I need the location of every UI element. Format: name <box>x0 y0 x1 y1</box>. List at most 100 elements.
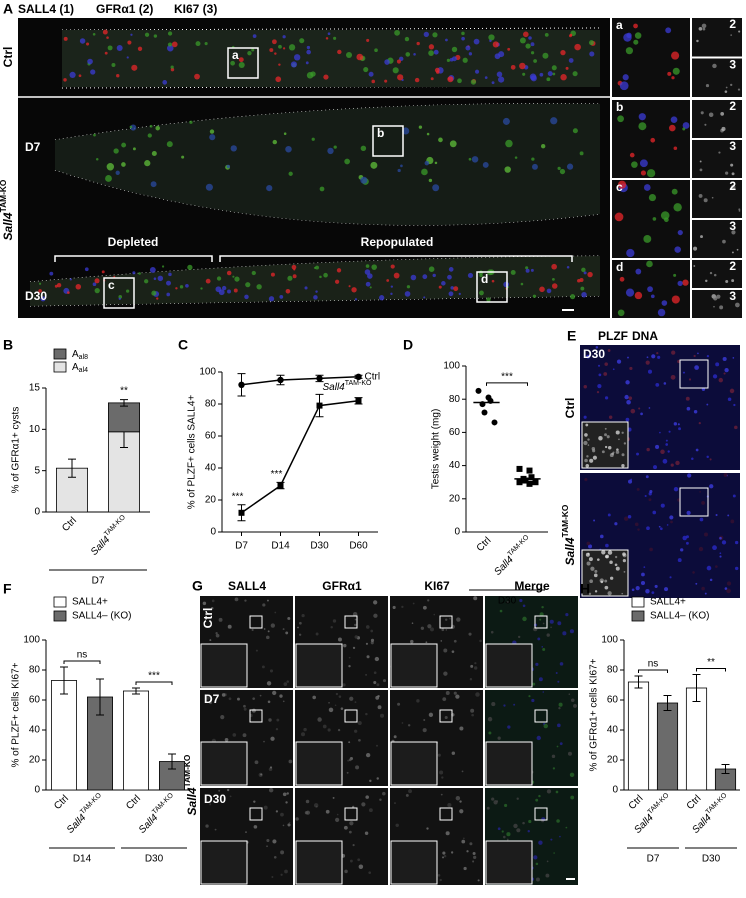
cell-dot <box>445 831 450 836</box>
inset-box <box>534 807 548 821</box>
cell-dot <box>445 38 448 42</box>
legend-label: Aal4 <box>72 362 88 375</box>
cell-dot <box>527 830 530 833</box>
cell-dot <box>673 422 678 426</box>
cell-dot <box>414 77 420 83</box>
cell-dot <box>640 170 647 176</box>
cell-dot <box>343 643 347 648</box>
cell-dot <box>354 701 357 704</box>
cell-dot <box>528 819 532 824</box>
cell-dot <box>706 354 710 358</box>
cell-dot <box>660 211 670 220</box>
cell-dot <box>593 519 596 522</box>
legend-swatch <box>53 596 67 608</box>
cell-dot <box>646 260 653 268</box>
cell-dot <box>473 666 478 670</box>
cell-dot <box>370 629 374 633</box>
cell-dot <box>643 184 651 191</box>
cell-dot <box>297 626 299 629</box>
cell-dot <box>709 271 713 275</box>
cell-dot <box>737 88 741 91</box>
cell-dot <box>269 48 274 53</box>
cell-dot <box>719 305 724 310</box>
cell-dot <box>519 37 526 44</box>
cell-dot <box>266 185 273 192</box>
cell-dot <box>325 37 329 40</box>
cell-dot <box>194 73 200 80</box>
cell-dot <box>530 268 534 272</box>
inset-image <box>485 840 533 885</box>
cell-dot <box>539 72 544 77</box>
cell-dot <box>719 552 722 555</box>
cell-dot <box>496 71 503 78</box>
cell-dot <box>299 621 302 625</box>
cell-dot <box>700 235 703 239</box>
cell-dot <box>305 810 311 815</box>
cell-dot <box>635 586 640 591</box>
cell-dot <box>669 515 674 520</box>
cell-dot <box>211 599 215 603</box>
cell-dot <box>432 184 440 192</box>
cell-dot <box>488 34 495 41</box>
data-point <box>516 479 523 486</box>
legend-label: Aal8 <box>72 349 88 362</box>
cell-dot <box>420 626 425 630</box>
cell-dot <box>265 635 270 640</box>
cell-dot <box>348 664 351 668</box>
inset-image <box>200 741 248 786</box>
cell-dot <box>221 693 226 697</box>
cell-dot <box>448 291 454 297</box>
cell-dot <box>491 702 496 707</box>
cell-dot <box>516 828 521 833</box>
cell-dot <box>503 704 506 707</box>
cell-dot <box>438 285 442 289</box>
genotype-label: Sall4TAM-KO <box>560 504 577 565</box>
cell-dot <box>542 622 545 625</box>
cell-dot <box>473 596 478 601</box>
cell-dot <box>437 874 441 877</box>
cell-dot <box>227 289 231 294</box>
cell-dot <box>677 558 682 563</box>
cell-dot <box>617 309 625 317</box>
cell-dot <box>724 368 729 373</box>
cell-dot <box>724 90 728 93</box>
cell-dot <box>335 817 340 822</box>
cell-dot <box>556 745 559 748</box>
inset-channel-label: 2 <box>729 259 736 273</box>
inset-channel-image <box>692 290 742 318</box>
cell-dot <box>730 163 734 167</box>
cell-dot <box>615 566 620 571</box>
cell-dot <box>287 616 291 620</box>
error-bar <box>721 764 730 774</box>
cell-dot <box>535 862 539 866</box>
cell-dot <box>565 613 569 617</box>
cell-dot <box>473 855 477 860</box>
inset-box <box>534 709 548 723</box>
cell-dot <box>342 683 346 687</box>
cell-dot <box>274 52 277 55</box>
cell-dot <box>436 70 440 74</box>
cell-dot <box>344 158 350 165</box>
cell-dot <box>667 450 670 453</box>
cell-dot <box>549 619 554 624</box>
y-tick-label: 5 <box>34 465 40 476</box>
cell-dot <box>144 279 149 284</box>
cell-dot <box>644 494 647 498</box>
cell-dot <box>583 271 587 275</box>
cell-dot <box>365 795 369 799</box>
cell-dot <box>623 33 632 42</box>
data-point <box>355 373 362 380</box>
cell-dot <box>457 78 462 84</box>
cell-dot <box>458 292 461 296</box>
cell-dot <box>432 32 438 38</box>
label-base: Sall4 <box>323 381 346 392</box>
inset-marker-label: a <box>232 48 239 62</box>
cell-dot <box>237 697 240 701</box>
cell-dot <box>661 300 668 306</box>
cell-dot <box>627 356 629 359</box>
cell-dot <box>614 555 618 559</box>
cell-dot <box>211 606 214 610</box>
cell-dot <box>218 789 221 792</box>
data-point <box>316 375 323 382</box>
cell-dot <box>448 617 452 620</box>
